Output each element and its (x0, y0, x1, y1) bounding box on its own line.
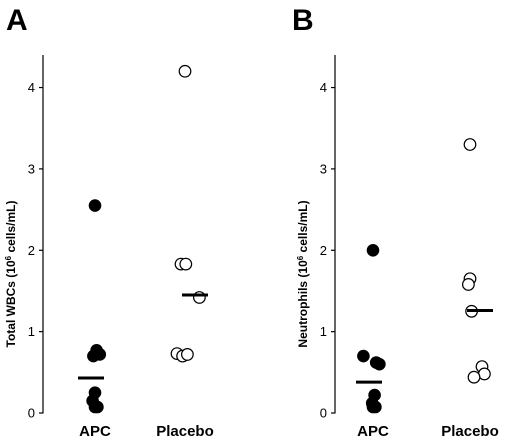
y-axis-title-rest: cells/mL) (296, 200, 310, 255)
y-axis-title-rest: cells/mL) (4, 201, 18, 256)
x-category-label: APC (357, 423, 389, 440)
data-point-apc (357, 349, 370, 363)
x-category-label: Placebo (156, 423, 214, 440)
y-tick-label: 2 (28, 243, 35, 258)
panel-label: A (6, 4, 28, 37)
y-axis-title: Total WBCs (106 cells/mL) (4, 201, 19, 348)
y-tick-label: 4 (28, 80, 35, 95)
data-point-placebo (178, 64, 192, 78)
chart-panel-b: B 0 1 2 3 4 Neutrophils (106 cells/mL) APC Place… (292, 4, 499, 440)
y-tick-label: 0 (320, 406, 327, 421)
data-point-apc (88, 400, 102, 414)
data-point-apc (88, 199, 102, 212)
data-point-placebo (192, 291, 206, 304)
data-point-placebo (463, 138, 477, 151)
y-tick-label: 0 (28, 406, 35, 421)
data-point-apc (366, 400, 380, 414)
data-point-placebo (179, 257, 193, 271)
x-category-label: Placebo (441, 423, 499, 440)
y-tick-label: 3 (320, 161, 327, 176)
x-category-label: APC (79, 423, 111, 440)
data-point-placebo (467, 370, 481, 384)
data-point-placebo (180, 348, 194, 361)
y-axis-title-sup: 6 (296, 255, 305, 260)
y-axis-title-main: Total WBCs (10 (4, 260, 18, 347)
panel-label: B (292, 4, 314, 37)
y-axis-title-main: Neutrophils (10 (296, 260, 310, 348)
y-axis-title-sup: 6 (4, 255, 13, 260)
y-axis-title: Neutrophils (106 cells/mL) (296, 200, 311, 347)
data-point-apc (366, 243, 380, 257)
y-tick-label: 1 (28, 324, 35, 339)
y-tick-label: 2 (320, 243, 327, 258)
data-point-apc (87, 349, 100, 363)
y-tick-label: 1 (320, 324, 327, 339)
data-point-placebo (462, 278, 475, 291)
chart-panel-a: A 0 1 2 3 4 Total WBCs (106 cells/mL) APC Placeb… (4, 4, 214, 440)
y-tick-label: 4 (320, 80, 327, 95)
data-point-apc (373, 357, 386, 371)
y-tick-label: 3 (28, 161, 35, 176)
